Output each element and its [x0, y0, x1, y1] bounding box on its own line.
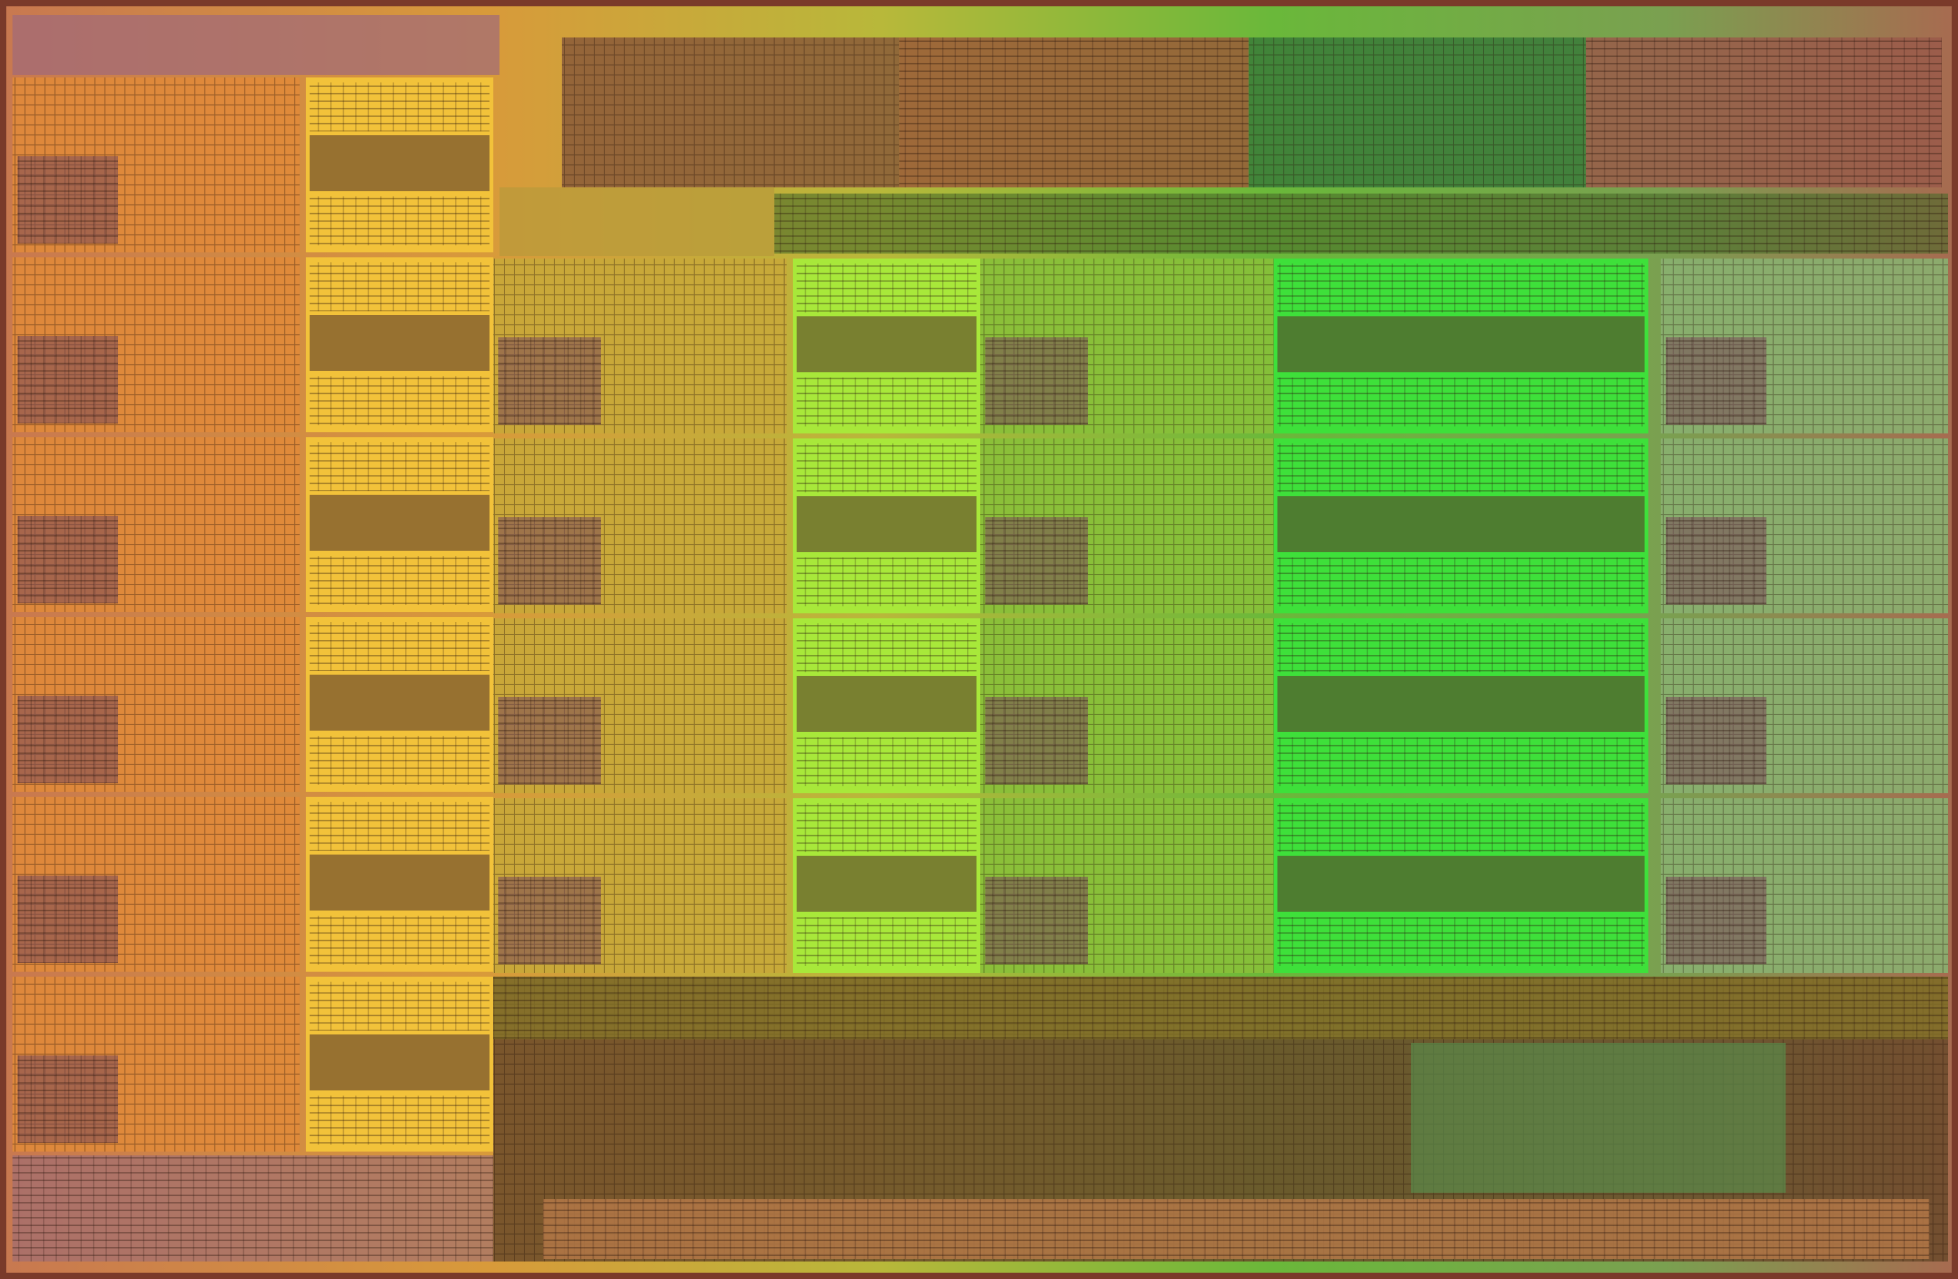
top-left-logic	[499, 187, 775, 257]
core-register-texture	[985, 876, 1088, 965]
core-register-texture	[1665, 876, 1767, 965]
cache-tag-array	[309, 674, 490, 731]
cache-bank-texture	[796, 443, 977, 493]
core-register-texture	[1665, 337, 1767, 425]
cache-bank-texture	[309, 556, 490, 606]
top-memory-phy-texture	[1585, 37, 1942, 188]
cache-bank-texture	[796, 623, 977, 673]
cache-tag-array	[309, 494, 490, 551]
bottom-left-io-texture	[12, 1155, 494, 1262]
core-register-texture	[17, 1055, 119, 1143]
core-register-texture	[498, 876, 601, 965]
cache-bank-texture	[309, 735, 490, 785]
cache-bank-texture	[796, 557, 977, 607]
cache-tag-array	[796, 496, 977, 553]
cache-bank-texture	[1277, 917, 1645, 966]
cache-bank-texture	[1277, 737, 1645, 787]
core-register-texture	[17, 335, 119, 424]
core-register-texture	[1665, 517, 1767, 605]
core-register-texture	[985, 696, 1088, 785]
cache-bank-texture	[309, 376, 490, 426]
cache-bank-texture	[1277, 377, 1645, 427]
top-interconnect-texture	[774, 193, 1949, 254]
core-register-texture	[498, 337, 601, 425]
cache-bank-texture	[309, 262, 490, 312]
cache-tag-array	[796, 855, 977, 912]
uncore-bus-texture	[493, 976, 1949, 1040]
cache-tag-array	[796, 316, 977, 373]
core-register-texture	[17, 695, 119, 784]
cache-bank-texture	[1277, 263, 1645, 313]
cache-bank-texture	[796, 737, 977, 787]
pcie-phy-texture	[543, 1199, 1930, 1260]
top-memory-phy-texture	[899, 37, 1249, 188]
core-register-texture	[498, 517, 601, 605]
core-register-texture	[1665, 696, 1767, 785]
core-register-texture	[17, 875, 119, 963]
cache-bank-texture	[1277, 623, 1645, 673]
core-register-texture	[985, 517, 1088, 605]
cache-bank-texture	[309, 442, 490, 492]
uncore-green-block	[1411, 1042, 1786, 1193]
cache-bank-texture	[796, 803, 977, 853]
core-register-texture	[498, 696, 601, 785]
cache-bank-texture	[309, 981, 490, 1031]
cache-tag-array	[1277, 496, 1645, 553]
cache-bank-texture	[309, 196, 490, 246]
cache-bank-texture	[796, 263, 977, 313]
top-memory-controller-texture	[561, 37, 900, 188]
top-left-io	[12, 14, 500, 75]
cache-bank-texture	[309, 915, 490, 965]
cache-bank-texture	[309, 801, 490, 851]
core-register-texture	[985, 337, 1088, 425]
cache-tag-array	[309, 135, 490, 192]
core-register-texture	[17, 156, 119, 244]
cache-tag-array	[1277, 855, 1645, 912]
die-blocks	[12, 14, 1949, 1262]
cache-tag-array	[309, 315, 490, 371]
cache-tag-array	[309, 1034, 490, 1091]
cache-bank-texture	[309, 82, 490, 132]
cache-tag-array	[796, 675, 977, 732]
cache-bank-texture	[1277, 557, 1645, 607]
top-memory-controller-texture	[1248, 37, 1586, 188]
cache-bank-texture	[796, 917, 977, 966]
cache-tag-array	[1277, 675, 1645, 732]
cache-bank-texture	[1277, 803, 1645, 853]
cache-tag-array	[309, 854, 490, 911]
cache-bank-texture	[1277, 443, 1645, 493]
cache-bank-texture	[309, 1095, 490, 1145]
cache-bank-texture	[796, 377, 977, 427]
cache-bank-texture	[309, 622, 490, 671]
cache-tag-array	[1277, 316, 1645, 373]
core-register-texture	[17, 515, 119, 604]
